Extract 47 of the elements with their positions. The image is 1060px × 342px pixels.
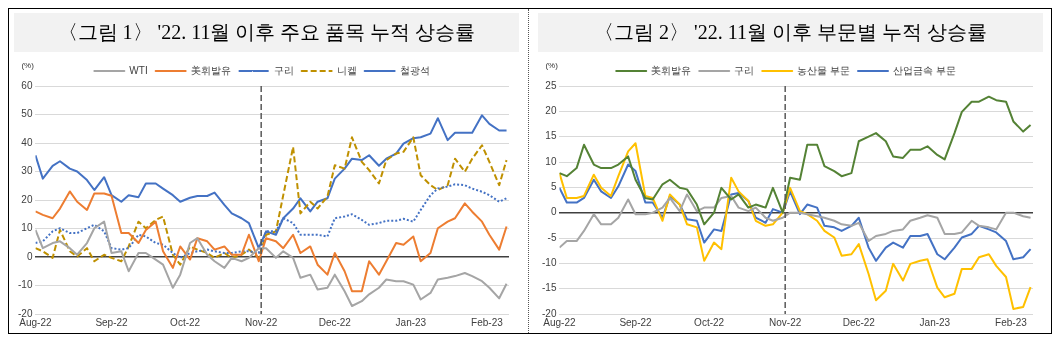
y-tick-label: -15 [541, 282, 557, 294]
y-tick-label: -20 [17, 307, 33, 319]
y-tick-label: 50 [20, 108, 33, 120]
y-tick-label: 30 [20, 165, 33, 177]
x-tick-label: Sep-22 [618, 316, 652, 328]
y-tick-label: 15 [544, 130, 557, 142]
x-tick-label: Jan-23 [395, 316, 427, 328]
y-axis-title: (%) [544, 61, 558, 71]
x-tick-label: Nov-22 [244, 316, 278, 328]
x-tick-label: Dec-22 [318, 316, 351, 328]
y-tick-label: 0 [550, 206, 557, 218]
y-tick-label: 25 [544, 79, 557, 91]
legend-label: 구리 [273, 64, 294, 76]
legend-label: 니켈 [336, 64, 357, 76]
x-tick-label: Sep-22 [94, 316, 128, 328]
y-tick-label: 20 [544, 105, 557, 117]
legend-label: WTI [128, 64, 148, 76]
x-tick-label: Aug-22 [18, 316, 52, 328]
legend-label: 구리 [733, 64, 754, 76]
legend-label: 산업금속 부문 [892, 64, 956, 76]
y-tick-label: -10 [541, 257, 557, 269]
y-tick-label: -10 [17, 279, 33, 291]
legend-label: 철광석 [399, 64, 430, 76]
y-tick-label: 40 [20, 136, 33, 148]
x-tick-label: Oct-22 [169, 316, 201, 328]
legend-label: 농산물 부문 [796, 64, 850, 76]
y-tick-label: 20 [20, 193, 33, 205]
y-tick-label: 60 [20, 79, 33, 91]
x-tick-label: Feb-23 [994, 316, 1027, 328]
y-tick-label: 10 [20, 222, 33, 234]
y-tick-label: 10 [544, 155, 557, 167]
x-tick-label: Nov-22 [768, 316, 802, 328]
x-tick-label: Jan-23 [919, 316, 951, 328]
y-axis-title: (%) [20, 61, 34, 71]
x-tick-label: Dec-22 [842, 316, 875, 328]
y-tick-label: 5 [550, 181, 557, 193]
chart-title: 〈그림 2〉 '22. 11월 이후 부문별 누적 상승률 [538, 13, 1043, 52]
x-tick-label: Aug-22 [542, 316, 576, 328]
x-tick-label: Oct-22 [693, 316, 725, 328]
legend-label: 美휘발유 [650, 64, 691, 76]
y-tick-label: 0 [26, 250, 33, 262]
chart-title: 〈그림 1〉 '22. 11월 이후 주요 품목 누적 상승률 [14, 13, 519, 52]
x-tick-label: Feb-23 [470, 316, 503, 328]
legend-label: 美휘발유 [190, 64, 231, 76]
y-tick-label: -5 [547, 231, 557, 243]
line-series [34, 136, 508, 266]
y-tick-label: -20 [541, 307, 557, 319]
